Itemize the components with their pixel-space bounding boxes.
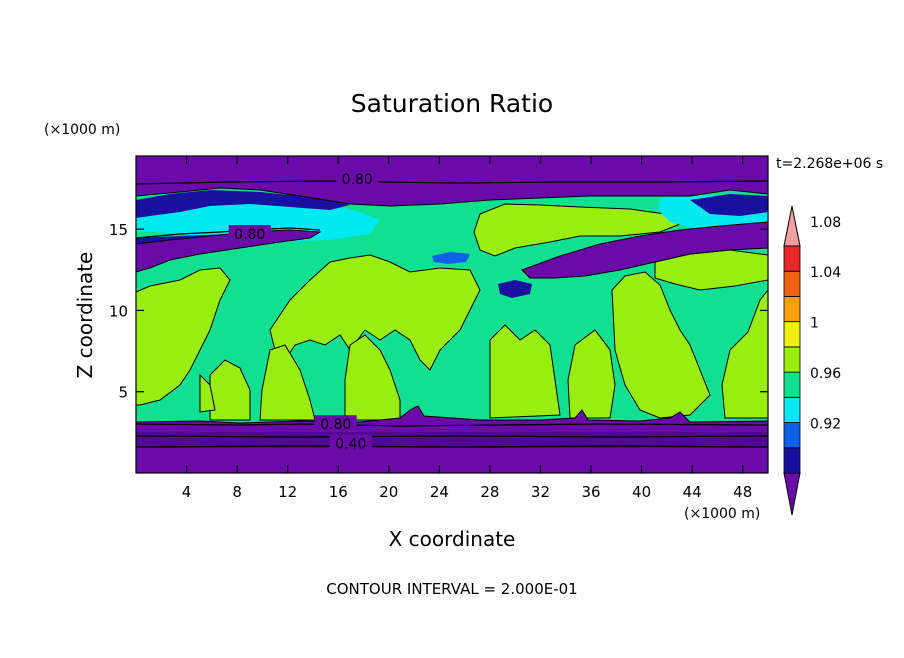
contour-line-060 — [136, 435, 768, 438]
lime-region — [567, 329, 616, 419]
contour-line-040 — [136, 445, 768, 448]
contour-interval-label: CONTOUR INTERVAL = 2.000E-01 — [326, 580, 577, 598]
colorbar-label: 1.04 — [810, 265, 841, 281]
dry-top-layer — [136, 156, 768, 207]
x-axis-ticks: 4 8 12 16 20 24 28 32 36 40 44 48 — [182, 156, 752, 501]
x-tick-label: 44 — [683, 483, 702, 501]
x-tick-label: 32 — [531, 483, 550, 501]
lime-region — [199, 373, 216, 413]
colorbar-label: 0.92 — [810, 417, 841, 433]
colorbar-swatch — [783, 296, 801, 323]
lime-region — [269, 254, 481, 371]
x-tick-label: 36 — [581, 483, 600, 501]
colorbar-label: 1.08 — [810, 215, 841, 231]
plot-frame — [135, 155, 769, 474]
blue-band — [136, 190, 350, 218]
colorbar-upper-extend — [783, 205, 801, 247]
colorbar-swatch — [783, 245, 801, 272]
lime-region — [489, 324, 561, 419]
y-tick-label: 10 — [109, 302, 128, 320]
contour-label: 0.80 — [320, 417, 351, 433]
colorbar-label: 1 — [810, 316, 819, 332]
colorbar-swatch — [783, 270, 801, 297]
x-tick-label: 8 — [232, 483, 242, 501]
lime-region — [344, 334, 401, 421]
colorbar: 0.92 0.96 1 1.04 1.08 — [783, 205, 841, 516]
x-tick-label: 20 — [379, 483, 398, 501]
y-tick-label: 5 — [118, 384, 128, 402]
y-tick-label: 15 — [109, 221, 128, 239]
colorbar-swatch — [783, 346, 801, 373]
x-tick-label: 28 — [480, 483, 499, 501]
x-unit-label: (×1000 m) — [684, 506, 760, 522]
lime-region — [136, 267, 231, 406]
contour-label-bg — [314, 415, 357, 432]
contour-line-080-lower — [136, 423, 768, 427]
y-axis-label: Z coordinate — [73, 252, 97, 379]
lime-region — [721, 289, 768, 419]
x-tick-label: 24 — [430, 483, 449, 501]
time-label: t=2.268e+06 s — [776, 156, 883, 172]
colorbar-swatch — [783, 422, 801, 449]
chart-title: Saturation Ratio — [351, 89, 553, 118]
contour-lines — [136, 180, 768, 448]
colorbar-swatch — [783, 371, 801, 398]
colorbar-label: 0.96 — [810, 366, 841, 382]
x-tick-label: 48 — [733, 483, 752, 501]
x-tick-label: 40 — [632, 483, 651, 501]
x-axis-label: X coordinate — [389, 527, 516, 551]
contour-label-bg — [329, 434, 372, 451]
y-axis-ticks: 5 10 15 — [109, 221, 768, 402]
contour-label: 0.80 — [234, 227, 265, 243]
colorbar-swatch — [783, 321, 801, 348]
contour-label: 0.40 — [335, 437, 366, 453]
dry-band — [521, 221, 768, 279]
blue-band — [432, 252, 470, 264]
colorbar-swatch — [783, 396, 801, 423]
contour-label-bg — [336, 169, 379, 186]
lime-region — [259, 344, 316, 421]
y-unit-label: (×1000 m) — [44, 122, 120, 138]
dry-band — [136, 229, 322, 273]
dry-bottom-inner — [136, 432, 768, 448]
supersaturated-regions — [136, 203, 768, 421]
contour-label-bg — [228, 225, 271, 242]
x-tick-label: 4 — [182, 483, 192, 501]
blue-band — [498, 280, 532, 298]
x-tick-label: 16 — [329, 483, 348, 501]
colorbar-lower-extend — [783, 472, 801, 516]
x-tick-label: 12 — [278, 483, 297, 501]
contour-label: 0.80 — [342, 172, 373, 188]
colorbar-swatch — [783, 447, 801, 474]
contour-line-080-top — [136, 180, 768, 185]
blue-band — [690, 194, 768, 216]
contour-field — [136, 156, 768, 473]
lime-region — [611, 271, 711, 419]
lime-region — [209, 359, 251, 421]
contour-labels: 0.80 0.80 0.80 0.40 — [228, 169, 379, 453]
lime-region — [473, 203, 682, 257]
